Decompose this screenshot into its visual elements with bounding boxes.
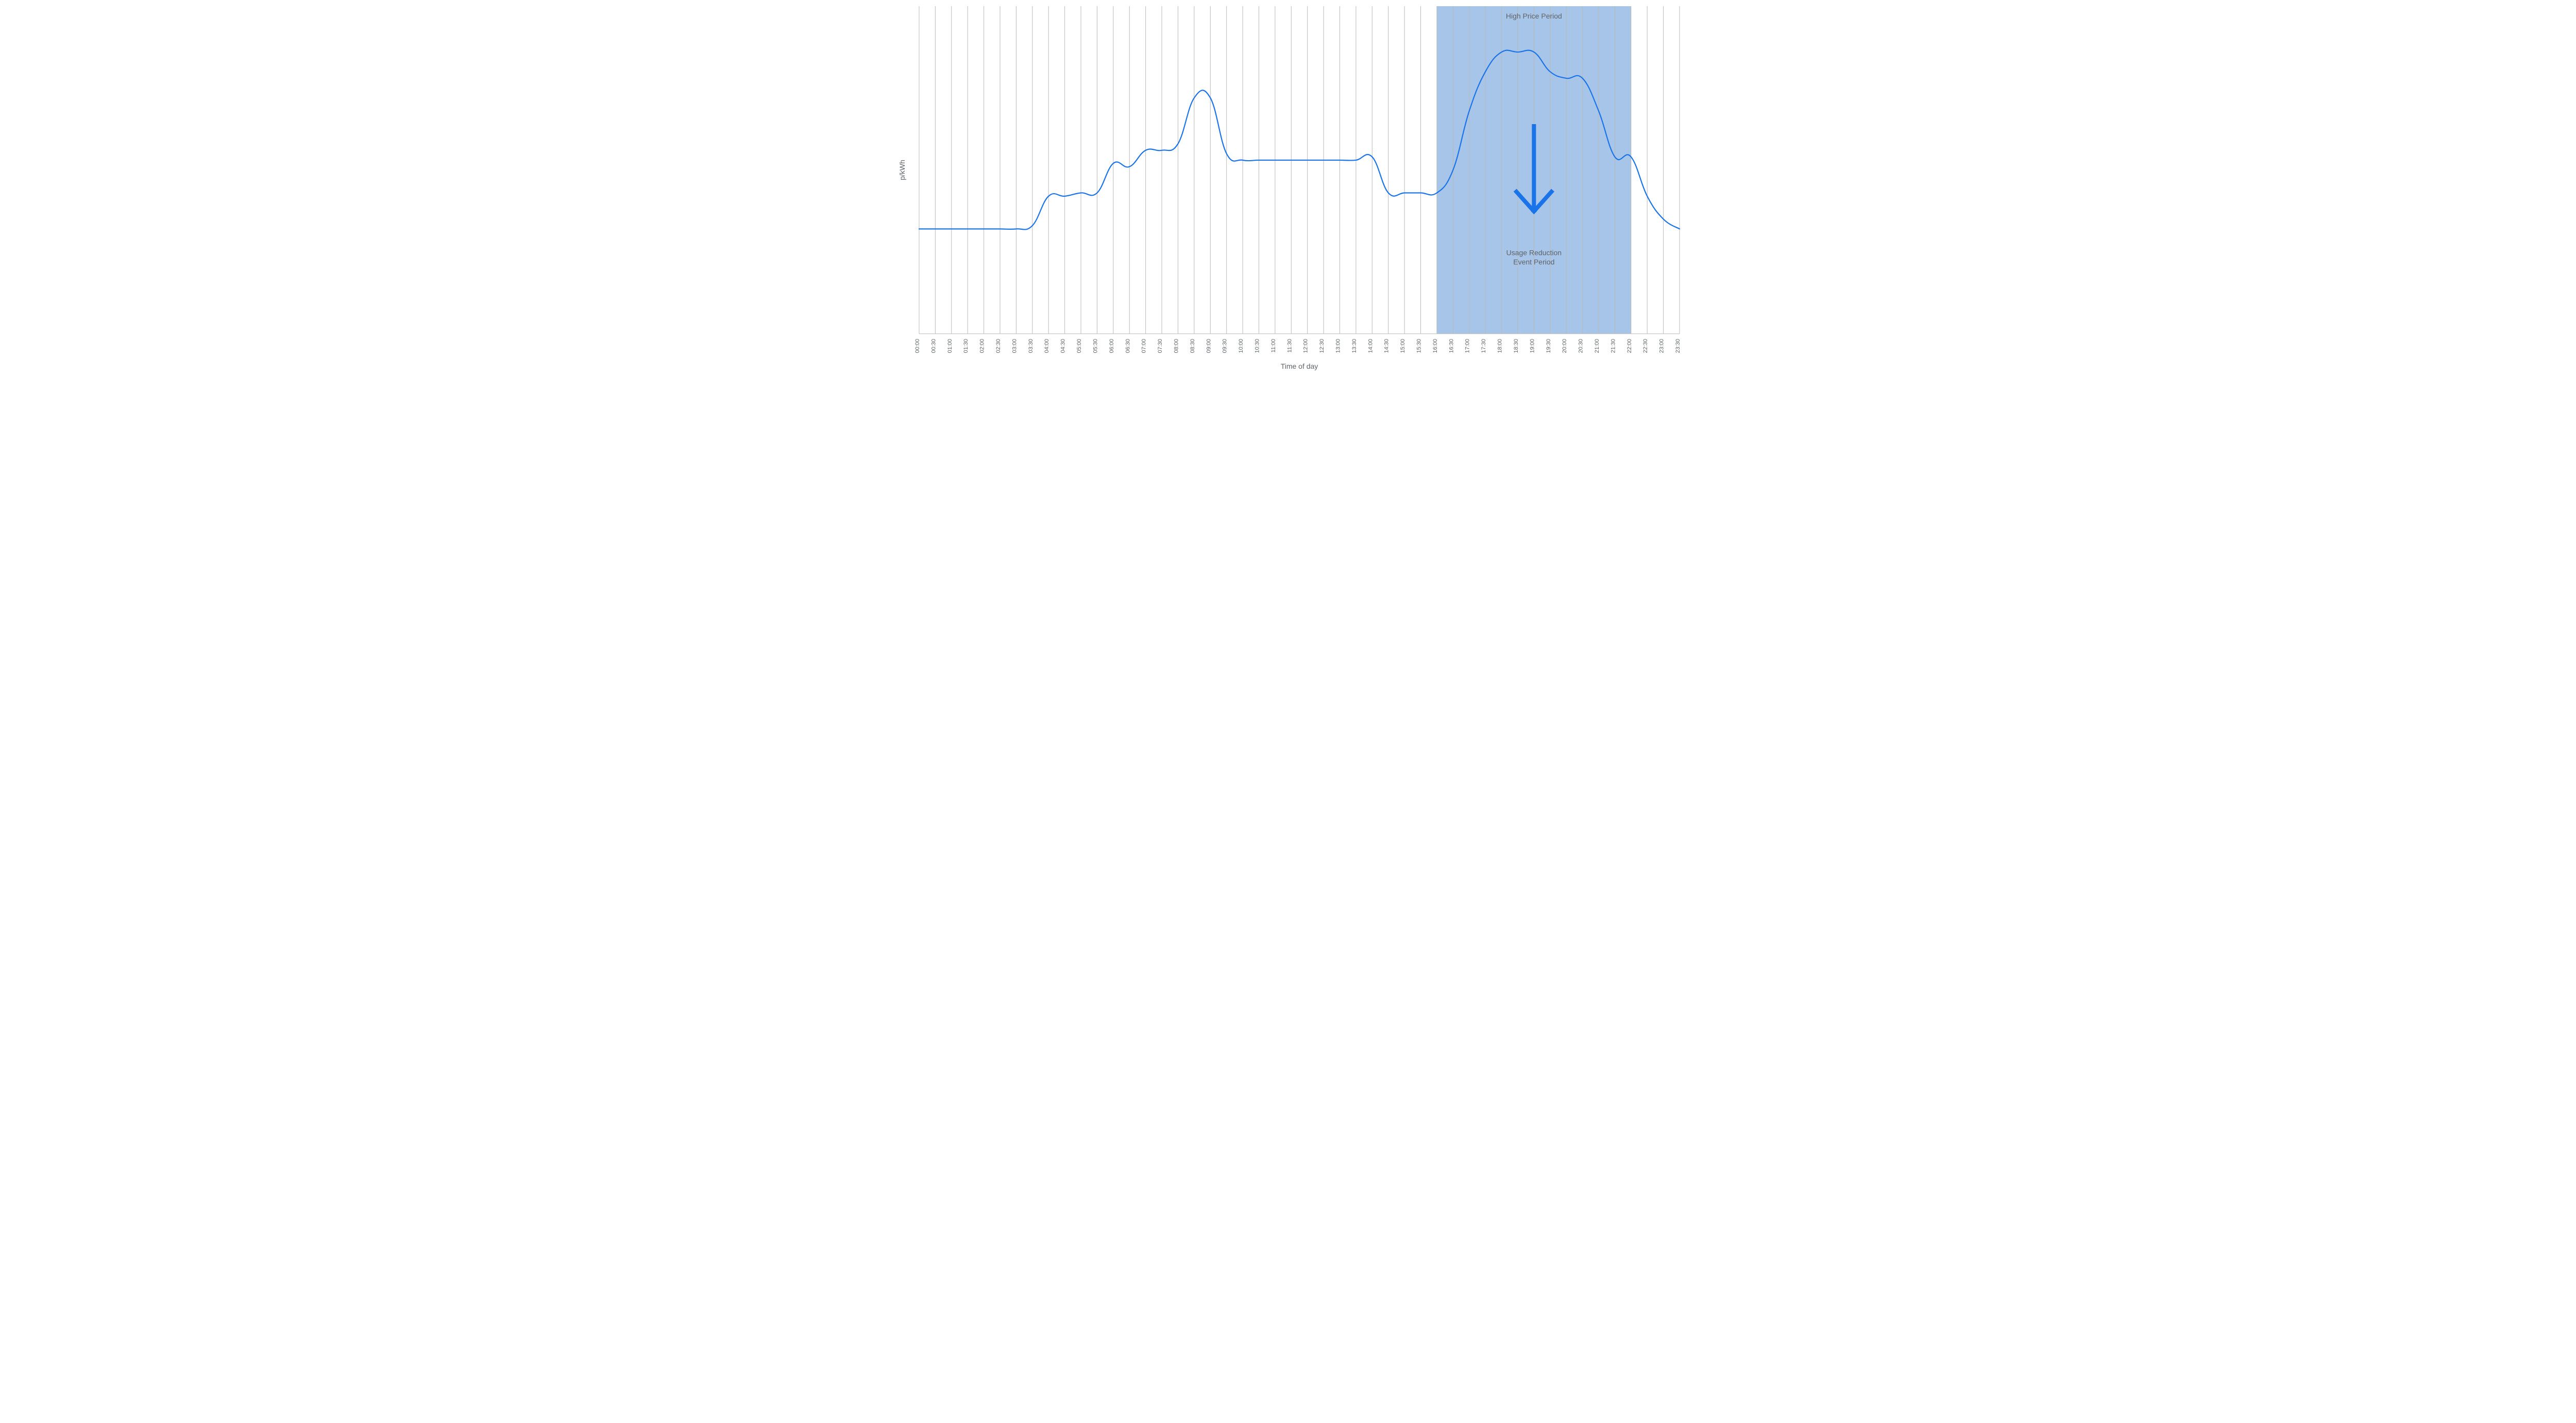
x-tick-label: 02:00: [979, 339, 986, 353]
x-tick-label: 23:00: [1659, 339, 1665, 353]
x-tick-label: 20:30: [1578, 339, 1584, 353]
x-tick-label: 10:00: [1238, 339, 1244, 353]
x-tick-label: 11:00: [1270, 339, 1277, 353]
x-tick-label: 14:00: [1367, 339, 1374, 353]
x-tick-label: 08:00: [1173, 339, 1179, 353]
x-tick-label: 01:30: [963, 339, 969, 353]
x-tick-label: 10:30: [1254, 339, 1260, 353]
price-chart: 00:00 00:30 01:00 01:30 02:00 02:30 03:00 03:30…: [892, 0, 1684, 383]
x-tick-label: 15:30: [1416, 339, 1422, 353]
y-axis-label: p/kWh: [898, 160, 906, 180]
x-axis-label: Time of day: [1281, 362, 1318, 370]
x-tick-label: 17:00: [1465, 339, 1471, 353]
x-tick-label: 04:00: [1044, 339, 1050, 353]
x-tick-label: 19:00: [1529, 339, 1535, 353]
x-tick-label: 00:30: [930, 339, 937, 353]
x-tick-label: 23:30: [1675, 339, 1681, 353]
x-tick-label: 16:00: [1432, 339, 1438, 353]
x-tick-label: 09:30: [1222, 339, 1228, 353]
x-tick-label: 00:00: [914, 339, 921, 353]
x-tick-label: 13:30: [1351, 339, 1358, 353]
x-tick-label: 07:00: [1141, 339, 1147, 353]
x-tick-label: 03:00: [1011, 339, 1018, 353]
x-tick-label: 22:30: [1642, 339, 1649, 353]
usage-reduction-label-1: Usage Reduction: [1506, 248, 1562, 256]
x-tick-label: 04:30: [1060, 339, 1066, 353]
x-tick-label: 05:30: [1092, 339, 1098, 353]
x-tick-label: 15:00: [1400, 339, 1406, 353]
x-tick-label: 19:30: [1546, 339, 1552, 353]
x-tick-label: 03:30: [1028, 339, 1034, 353]
x-tick-label: 18:30: [1513, 339, 1519, 353]
chart-svg: 00:00 00:30 01:00 01:30 02:00 02:30 03:00 03:30…: [892, 0, 1684, 383]
x-tick-label: 21:30: [1610, 339, 1616, 353]
usage-reduction-label-2: Event Period: [1513, 258, 1554, 266]
x-tick-label: 12:00: [1303, 339, 1309, 353]
x-tick-label: 01:00: [947, 339, 953, 353]
x-tick-label: 11:30: [1286, 339, 1293, 353]
x-tick-label: 16:30: [1448, 339, 1454, 353]
x-tick-label: 22:00: [1626, 339, 1633, 353]
x-tick-label: 13:00: [1335, 339, 1342, 353]
x-tick-label: 14:30: [1384, 339, 1390, 353]
x-tick-label: 18:00: [1497, 339, 1503, 353]
x-tick-label: 17:30: [1481, 339, 1487, 353]
x-tick-label: 12:30: [1319, 339, 1325, 353]
x-tick-label: 06:00: [1109, 339, 1115, 353]
x-tick-label: 21:00: [1594, 339, 1600, 353]
x-tick-label: 06:30: [1125, 339, 1131, 353]
x-tick-label: 08:30: [1190, 339, 1196, 353]
x-tick-label: 20:00: [1562, 339, 1568, 353]
x-tick-label: 07:30: [1157, 339, 1163, 353]
x-tick-label: 05:00: [1076, 339, 1082, 353]
x-tick-label: 09:00: [1206, 339, 1212, 353]
high-price-label: High Price Period: [1506, 12, 1562, 20]
x-tick-label: 02:30: [995, 339, 1002, 353]
